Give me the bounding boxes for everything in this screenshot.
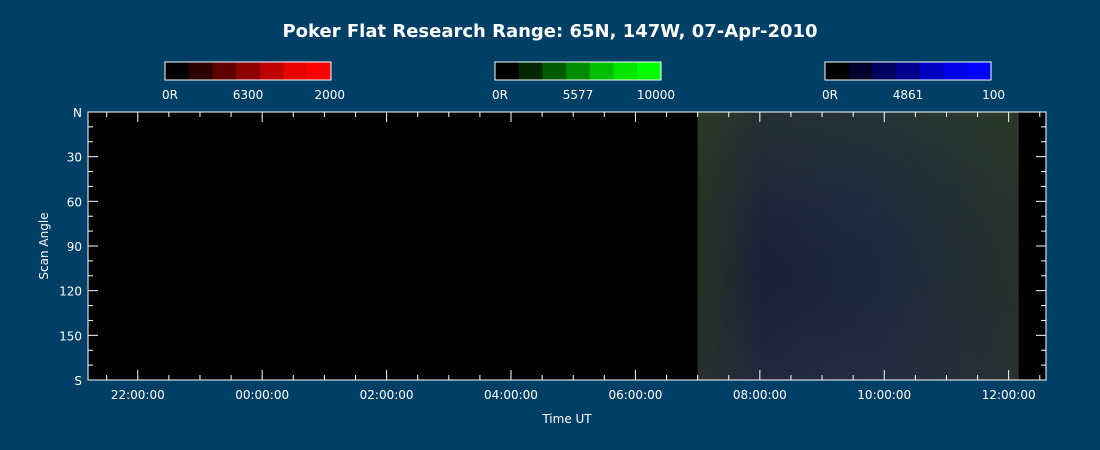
colorbar-swatch (872, 62, 897, 80)
colorbar-swatch (165, 62, 190, 80)
colorbar-swatch (919, 62, 945, 80)
colorbar-min-label: 0R (492, 88, 508, 102)
colorbar-swatch (943, 62, 968, 80)
colorbar-swatch (188, 62, 213, 80)
y-tick-label: 60 (67, 195, 82, 209)
colorbar-wavelength-label: 6300 (233, 88, 264, 102)
colorbar-swatch (495, 62, 520, 80)
colorbar-6300: 0R 6300 2000 (162, 61, 345, 102)
y-tick-label: 90 (67, 240, 82, 254)
colorbar-max-label: 10000 (637, 88, 675, 102)
colorbar-swatch (589, 62, 615, 80)
keogram-data-image (697, 112, 1019, 380)
colorbar-swatch (212, 62, 237, 80)
x-axis-label: Time UT (541, 412, 592, 426)
colorbar-4861: 0R 4861 100 (822, 61, 1005, 102)
y-axis: N 30 60 90 120 150 S (59, 106, 1046, 388)
colorbar-frame (164, 61, 332, 81)
colorbar-5577: 0R 5577 10000 (492, 61, 675, 102)
colorbar-swatch (637, 62, 662, 80)
colorbar-wavelength-label: 5577 (563, 88, 594, 102)
y-tick-label: N (73, 106, 82, 120)
x-tick-label: 00:00:00 (235, 388, 289, 402)
colorbar-swatch (518, 62, 543, 80)
y-tick-label: 120 (59, 285, 82, 299)
chart-title: Poker Flat Research Range: 65N, 147W, 07… (282, 21, 817, 42)
colorbar-swatch (236, 62, 261, 80)
x-tick-label: 08:00:00 (733, 388, 787, 402)
x-tick-label: 22:00:00 (111, 388, 165, 402)
colorbar-swatch (848, 62, 873, 80)
colorbar-max-label: 100 (982, 88, 1005, 102)
data-vertical-shading (697, 112, 1019, 380)
y-tick-label: 150 (59, 329, 82, 343)
colorbar-max-label: 2000 (314, 88, 345, 102)
y-tick-label: 30 (67, 151, 82, 165)
x-tick-label: 04:00:00 (484, 388, 538, 402)
y-axis-label: Scan Angle (37, 212, 51, 279)
x-tick-label: 10:00:00 (857, 388, 911, 402)
x-tick-label: 12:00:00 (982, 388, 1036, 402)
colorbar-wavelength-label: 4861 (893, 88, 924, 102)
colorbar-swatch (967, 62, 992, 80)
colorbar-frame (824, 61, 992, 81)
y-tick-label: S (74, 374, 82, 388)
colorbar-swatch (542, 62, 567, 80)
x-tick-label: 02:00:00 (360, 388, 414, 402)
colorbar-min-label: 0R (162, 88, 178, 102)
colorbar-frame (494, 61, 662, 81)
colorbar-swatch (307, 62, 332, 80)
x-axis: 22:00:00 00:00:00 02:00:00 04:00:00 06:00:00… (106, 112, 1041, 402)
colorbar-swatch (283, 62, 308, 80)
colorbar-min-label: 0R (822, 88, 838, 102)
colorbar-swatch (825, 62, 850, 80)
colorbar-swatch (259, 62, 285, 80)
colorbar-swatch (896, 62, 921, 80)
x-tick-label: 06:00:00 (608, 388, 662, 402)
colorbar-swatch (613, 62, 638, 80)
colorbar-group: 0R 6300 2000 0R 5577 10000 0R 4861 100 (162, 61, 1005, 102)
colorbar-swatch (566, 62, 591, 80)
